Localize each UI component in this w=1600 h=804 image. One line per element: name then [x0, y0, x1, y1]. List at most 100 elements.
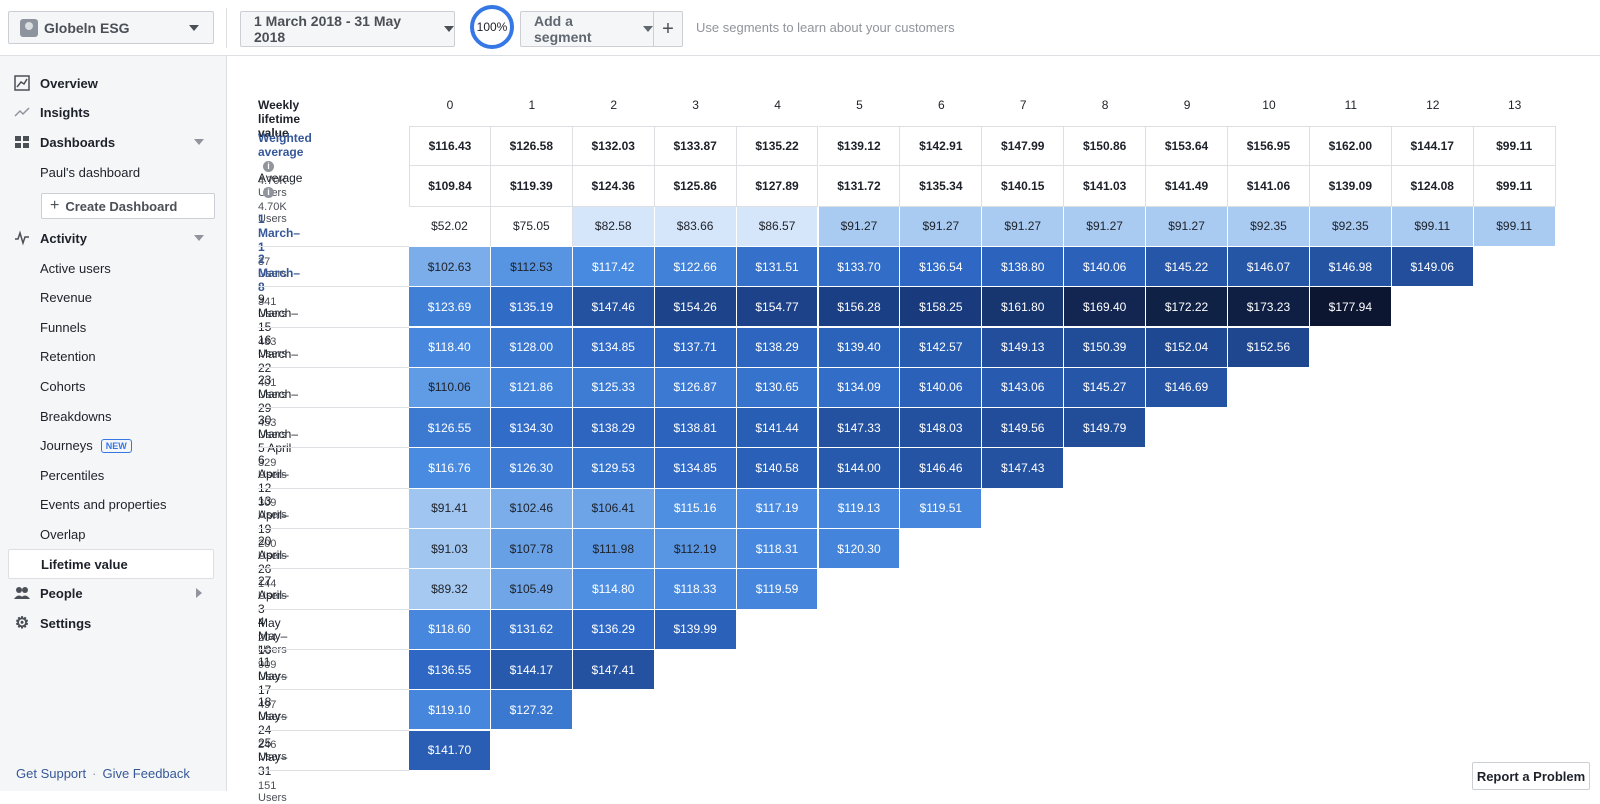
column-header: 5 [856, 98, 863, 112]
sidebar-item-revenue[interactable]: Revenue [8, 283, 214, 313]
table-cell: $117.42 [572, 246, 655, 288]
table-cell: $135.19 [490, 287, 573, 328]
row-label: 11 May–17 497 Users [258, 655, 287, 723]
sidebar-item-active-users[interactable]: Active users [8, 253, 214, 283]
table-cell: $129.53 [572, 448, 655, 489]
footer-separator: · [92, 766, 97, 781]
sidebar-item-cohorts[interactable]: Cohorts [8, 371, 214, 401]
sidebar-item-overview[interactable]: Overview [8, 68, 214, 98]
report-problem-button[interactable]: Report a Problem [1472, 762, 1590, 790]
sidebar-item-lifetime-value[interactable]: Lifetime value [8, 549, 214, 579]
table-cell: $148.03 [900, 408, 983, 449]
sidebar-item-label: Revenue [40, 290, 93, 306]
row-name: 20 April–26 [258, 534, 289, 576]
row-label[interactable]: 2 March–8 341 Users [258, 252, 300, 320]
table-cell: $139.09 [1309, 166, 1392, 207]
app-selector[interactable]: Globeln ESG [8, 11, 214, 44]
row-user-count: 341 Users [258, 295, 287, 320]
row-name: 4 May–10 [258, 614, 288, 657]
give-feedback-link[interactable]: Give Feedback [102, 766, 190, 781]
sidebar-item-label: Overlap [40, 526, 86, 542]
sample-rate-indicator[interactable]: 100% [470, 5, 514, 49]
add-segment-button[interactable]: Add a segment [520, 11, 654, 47]
table-cell: $124.08 [1391, 166, 1474, 207]
chevron-down-icon [643, 26, 653, 32]
table-cell: $169.40 [1064, 287, 1147, 328]
table-cell: $99.11 [1473, 166, 1556, 207]
info-icon[interactable]: i [263, 161, 274, 172]
table-cell: $161.80 [982, 287, 1065, 328]
sidebar-item-overlap[interactable]: Overlap [8, 519, 214, 549]
table-cell: $99.11 [1473, 126, 1556, 167]
sidebar-item-label: Overview [40, 75, 98, 91]
table-cell: $142.91 [900, 126, 983, 167]
sidebar-item-label: Cohorts [40, 378, 86, 394]
line-chart-icon [14, 75, 30, 91]
table-cell: $92.35 [1309, 206, 1392, 247]
sidebar-item-people[interactable]: People [8, 578, 214, 608]
sidebar-item-dashboards[interactable]: Dashboards [8, 127, 214, 157]
table-cell: $126.58 [490, 126, 573, 167]
column-header: 3 [692, 98, 699, 112]
row-user-count: 453 Users [258, 416, 287, 441]
plus-icon[interactable]: + [653, 11, 683, 47]
sidebar-footer: Get Support · Give Feedback [16, 766, 190, 781]
row-user-count: 204 Users [258, 632, 287, 657]
row-divider [258, 245, 409, 247]
table-cell: $126.87 [654, 367, 737, 409]
table-cell: $116.76 [409, 448, 491, 489]
table-cell: $118.60 [409, 609, 491, 650]
table-cell: $118.33 [654, 569, 737, 610]
sidebar-item-events-and-properties[interactable]: Events and properties [8, 490, 214, 520]
row-name: 18 May–24 [258, 695, 288, 738]
table-cell: $147.41 [572, 649, 655, 691]
table-cell: $162.00 [1309, 126, 1392, 167]
chevron-right-icon[interactable] [196, 588, 202, 598]
date-range-picker[interactable]: 1 March 2018 - 31 May 2018 [240, 11, 455, 47]
chevron-down-icon[interactable] [194, 235, 204, 241]
table-cell: $111.98 [572, 529, 655, 570]
sidebar-item-activity[interactable]: Activity [8, 223, 214, 253]
row-divider [258, 729, 409, 731]
table-cell: $139.12 [818, 126, 901, 167]
sidebar-item-journeys[interactable]: Journeys NEW [8, 431, 214, 461]
table-cell: $83.66 [654, 206, 737, 247]
table-cell: $147.99 [982, 126, 1065, 167]
sidebar-item-settings[interactable]: ⚙ Settings [8, 608, 214, 638]
sidebar-item-breakdowns[interactable]: Breakdowns [8, 401, 214, 431]
chevron-down-icon[interactable] [194, 139, 204, 145]
info-icon[interactable]: i [263, 187, 274, 199]
sidebar-item-pauls-dashboard[interactable]: Paul's dashboard [8, 157, 214, 187]
sidebar-item-label: People [40, 585, 83, 601]
sidebar-item-funnels[interactable]: Funnels [8, 312, 214, 342]
table-cell: $91.27 [1064, 206, 1147, 247]
row-name: 2 March–8 [258, 251, 301, 294]
get-support-link[interactable]: Get Support [16, 766, 87, 781]
table-cell: $118.31 [736, 529, 819, 570]
row-label: 16 March–22 401 Users [258, 333, 298, 401]
create-dashboard-button[interactable]: + Create Dashboard [41, 193, 215, 219]
table-cell: $107.78 [490, 529, 573, 570]
table-cell: $127.89 [736, 166, 819, 207]
column-header: 7 [1019, 98, 1027, 112]
table-cell: $149.06 [1391, 246, 1474, 288]
table-cell: $146.98 [1309, 246, 1392, 288]
row-label: Averagei 4.70K Users [258, 171, 302, 225]
sidebar-item-retention[interactable]: Retention [8, 342, 214, 372]
table-cell: $91.27 [1146, 206, 1228, 247]
table-cell: $117.19 [736, 488, 819, 529]
table-cell: $140.15 [982, 166, 1065, 207]
row-name: Weighted average [258, 131, 312, 159]
sidebar-item-percentiles[interactable]: Percentiles [8, 460, 214, 490]
row-label: 4 May–10 909 Users [258, 615, 287, 683]
table-cell: $138.29 [572, 408, 655, 449]
table-cell: $75.05 [490, 206, 573, 247]
table-cell: $119.10 [409, 690, 491, 731]
sidebar-item-insights[interactable]: Insights [8, 97, 214, 127]
table-cell: $125.86 [654, 166, 737, 207]
table-cell: $158.25 [900, 287, 983, 328]
table-cell: $146.69 [1146, 367, 1228, 409]
row-divider [258, 769, 409, 771]
table-cell: $52.02 [409, 206, 491, 247]
column-header: 12 [1426, 98, 1440, 112]
